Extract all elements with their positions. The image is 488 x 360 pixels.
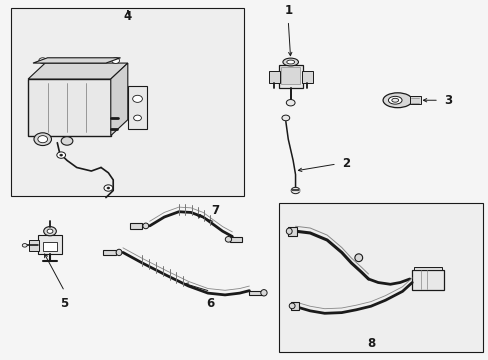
Text: 3: 3 xyxy=(443,94,451,107)
Text: 2: 2 xyxy=(341,157,349,170)
Circle shape xyxy=(290,187,299,194)
Bar xyxy=(42,242,57,251)
Bar xyxy=(103,249,116,255)
Text: 4: 4 xyxy=(123,10,132,23)
Ellipse shape xyxy=(382,93,411,108)
Circle shape xyxy=(47,229,53,233)
Bar xyxy=(29,240,39,251)
Circle shape xyxy=(282,115,289,121)
Bar xyxy=(38,235,62,254)
Ellipse shape xyxy=(283,58,298,66)
Text: 8: 8 xyxy=(366,337,374,350)
Bar xyxy=(290,302,299,310)
Polygon shape xyxy=(127,86,147,129)
Bar xyxy=(249,291,263,295)
Circle shape xyxy=(286,99,294,106)
Polygon shape xyxy=(33,58,120,63)
Circle shape xyxy=(133,115,141,121)
Circle shape xyxy=(43,226,56,236)
Ellipse shape xyxy=(286,228,291,234)
Bar xyxy=(413,267,442,270)
Ellipse shape xyxy=(116,249,122,256)
Circle shape xyxy=(132,95,142,102)
Ellipse shape xyxy=(288,303,294,309)
Ellipse shape xyxy=(260,289,266,296)
Ellipse shape xyxy=(225,237,231,242)
Bar xyxy=(11,8,244,196)
Bar xyxy=(411,270,443,289)
Circle shape xyxy=(107,187,110,189)
Polygon shape xyxy=(28,63,127,79)
Circle shape xyxy=(112,58,119,63)
Bar xyxy=(301,71,312,83)
Bar xyxy=(281,67,300,84)
Ellipse shape xyxy=(354,254,362,262)
Bar xyxy=(130,223,142,229)
Bar xyxy=(409,96,420,104)
Ellipse shape xyxy=(387,96,401,104)
Circle shape xyxy=(104,185,113,191)
Text: 7: 7 xyxy=(211,204,219,217)
Text: 6: 6 xyxy=(206,297,214,310)
Circle shape xyxy=(22,244,27,247)
Text: 1: 1 xyxy=(284,4,292,17)
Bar xyxy=(287,226,296,236)
Polygon shape xyxy=(285,74,296,82)
Circle shape xyxy=(61,137,73,145)
Bar xyxy=(268,71,279,83)
Circle shape xyxy=(60,154,62,156)
Circle shape xyxy=(38,136,47,143)
Bar xyxy=(278,65,302,88)
Ellipse shape xyxy=(286,60,294,64)
Circle shape xyxy=(39,58,46,63)
Circle shape xyxy=(34,133,51,145)
Polygon shape xyxy=(111,63,127,136)
Circle shape xyxy=(57,152,65,158)
Ellipse shape xyxy=(391,98,398,102)
Bar xyxy=(28,79,111,136)
Bar xyxy=(229,237,242,242)
Ellipse shape xyxy=(142,223,148,229)
Text: 5: 5 xyxy=(61,297,69,310)
Bar xyxy=(278,203,482,351)
